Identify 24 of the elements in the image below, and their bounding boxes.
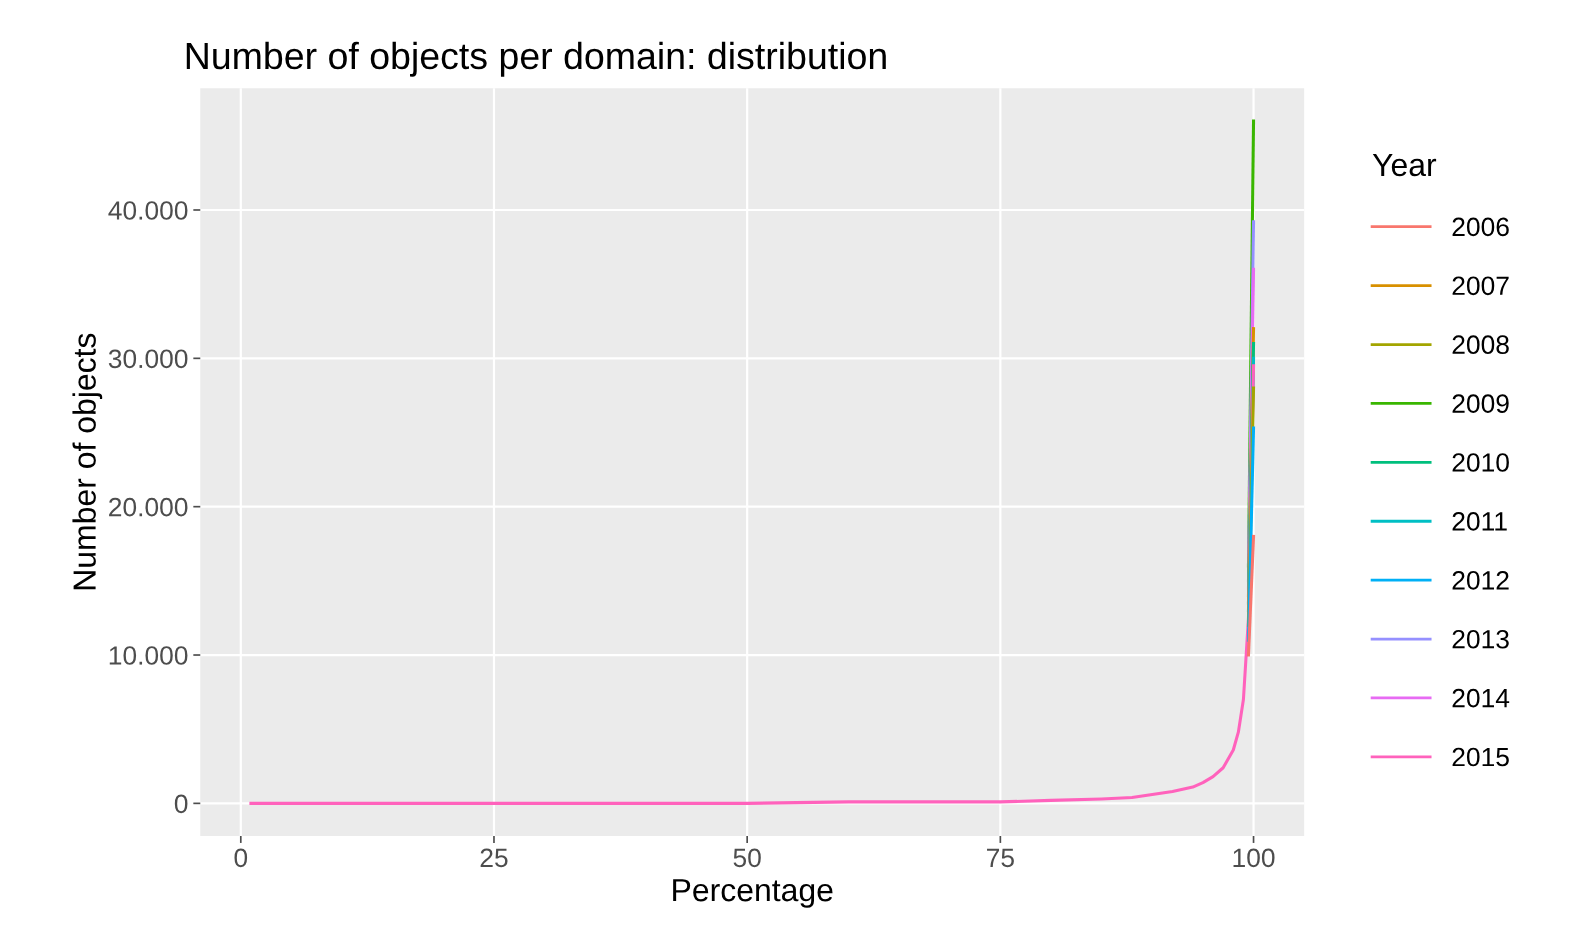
x-tick-label: 75: [987, 848, 1014, 868]
y-tick-label: 10.000: [109, 646, 188, 665]
legend-label: 2008: [1452, 335, 1509, 355]
y-tick-label: 30.000: [108, 349, 188, 369]
x-tick-label: 25: [480, 848, 508, 868]
y-tick-label: 0: [174, 794, 188, 814]
y-tick-label: 20.000: [109, 497, 188, 517]
legend-label: 2012: [1452, 570, 1509, 590]
x-tick-label: 0: [234, 848, 248, 868]
y-tick-label: 40.000: [108, 201, 188, 220]
chart-title: Number of objects per domain: distribution: [186, 41, 886, 77]
x-tick-label: 100: [1233, 848, 1275, 868]
x-tick-label: 50: [733, 848, 761, 868]
y-axis-title: Number of objects: [72, 333, 103, 590]
legend-label: 2015: [1452, 747, 1509, 767]
legend-label: 2011: [1452, 512, 1507, 531]
legend-label: 2013: [1452, 629, 1509, 649]
legend-label: 2010: [1452, 453, 1509, 472]
legend-label: 2014: [1452, 688, 1510, 708]
legend-label: 2006: [1452, 217, 1509, 237]
x-axis-title: Percentage: [673, 879, 833, 908]
legend-label: 2009: [1452, 394, 1509, 413]
legend-title: Year: [1372, 153, 1437, 177]
legend-label: 2007: [1452, 276, 1509, 296]
